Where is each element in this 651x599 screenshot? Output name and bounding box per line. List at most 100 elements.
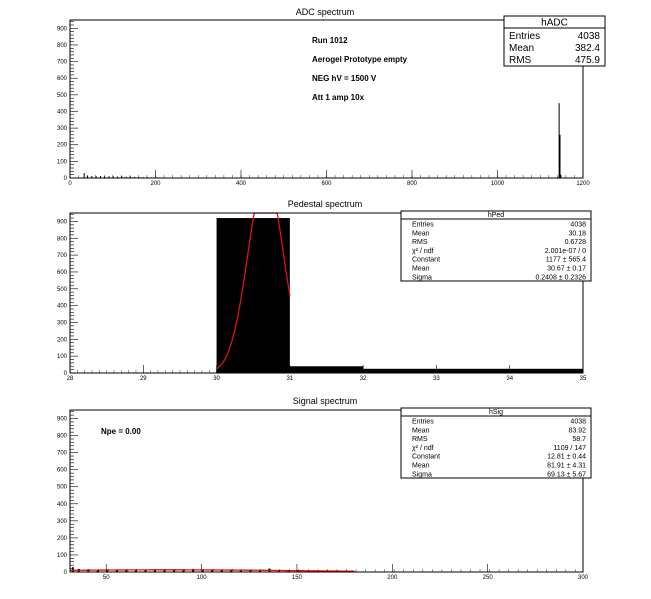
- signal-plot-area: 0 100 200 300 400 500 600 700 800 900 50 100 150 200 2…: [57, 409, 589, 581]
- histogram-bin: [115, 569, 118, 572]
- adc-spectrum-panel: ADC spectrum 0 100 200 300 400 500 600 700 800 90…: [57, 7, 606, 187]
- stats-row-label: Entries: [412, 222, 434, 229]
- x-tick-label: 300: [578, 575, 589, 581]
- y-tick-label: 300: [57, 519, 68, 525]
- annotation-voltage: NEG hV = 1500 V: [312, 74, 377, 83]
- y-tick-label: 800: [57, 43, 68, 49]
- y-tick-label: 800: [57, 236, 68, 242]
- histogram-bin: [104, 176, 106, 178]
- stats-name: hPed: [488, 212, 504, 219]
- stats-box-hadc: hADC Entries 4038 Mean 382.4 RMS 475.9: [503, 15, 606, 67]
- histogram-bin: [289, 366, 364, 373]
- histogram-bin: [559, 134, 561, 178]
- y-tick-label: 700: [57, 253, 68, 259]
- chart-title: ADC spectrum: [296, 7, 355, 17]
- x-tick-label: 31: [287, 376, 294, 382]
- stats-row-label: Entries: [412, 419, 434, 426]
- stats-row-value: 58.7: [572, 436, 586, 443]
- histogram-bin: [95, 176, 97, 178]
- stats-name: hADC: [541, 18, 568, 29]
- chart-title: Signal spectrum: [293, 396, 358, 406]
- stats-row-value: 0.6728: [565, 239, 587, 246]
- stats-row-label: χ² / ndf: [412, 445, 434, 452]
- x-tick-label: 400: [236, 181, 247, 187]
- stats-row-value: 81.91 ± 4.31: [547, 463, 586, 470]
- y-tick-label: 0: [64, 371, 68, 377]
- stats-row-value: 4038: [570, 222, 586, 229]
- y-tick-label: 100: [57, 354, 68, 360]
- stats-rows: Entries 4038 Mean 83.92 RMS 58.7 χ² / ndf 1109 …: [412, 419, 586, 479]
- histogram-bin: [249, 570, 252, 572]
- histogram-bin: [96, 569, 99, 572]
- y-tick-label: 200: [57, 536, 68, 542]
- signal-spectrum-panel: Signal spectrum 0 100 200 300 400 500 600 700 80…: [57, 396, 592, 581]
- y-tick-label: 0: [64, 176, 68, 182]
- x-tick-label: 250: [483, 575, 494, 581]
- stats-row-value: 2.001e-07 / 0: [545, 248, 586, 255]
- fit-curve: [69, 569, 355, 572]
- stats-row-value: 1109 / 147: [553, 445, 586, 452]
- stats-row-label: Mean: [412, 463, 430, 470]
- x-tick-label: 50: [103, 575, 110, 581]
- plot-frame: [69, 409, 584, 573]
- annotation-npe: Npe = 0.00: [101, 427, 141, 436]
- pedestal-spectrum-panel: Pedestal spectrum 0 100 200 300 400 500 600 700…: [57, 199, 592, 382]
- y-tick-label: 100: [57, 553, 68, 559]
- histogram-bin: [121, 176, 123, 178]
- histogram-bin: [144, 569, 147, 572]
- stats-name: hSig: [489, 409, 503, 416]
- histogram-bin: [306, 570, 309, 572]
- stats-value-mean: 382.4: [575, 43, 600, 54]
- y-tick-label: 400: [57, 304, 68, 310]
- stats-row-label: Mean: [412, 427, 430, 434]
- histogram-bin: [129, 176, 131, 178]
- x-tick-label: 30: [213, 376, 220, 382]
- y-tick-label: 600: [57, 76, 68, 82]
- histogram-bin: [83, 173, 85, 178]
- stats-row-label: Constant: [412, 257, 440, 264]
- y-tick-label: 700: [57, 451, 68, 457]
- chart-title: Pedestal spectrum: [288, 199, 363, 209]
- stats-rows: Entries 4038 Mean 30.18 RMS 0.6728 χ² / ndf 2.0…: [412, 222, 586, 282]
- stats-row-label: χ² / ndf: [412, 248, 434, 255]
- histogram-bin: [287, 570, 290, 572]
- histogram-bin: [134, 176, 136, 178]
- y-tick-label: 700: [57, 60, 68, 66]
- x-tick-label: 600: [321, 181, 332, 187]
- stats-row-value: 69.13 ± 5.67: [547, 471, 586, 478]
- histogram-bin: [239, 570, 242, 572]
- y-tick-label: 500: [57, 93, 68, 99]
- stats-label-mean: Mean: [509, 43, 534, 54]
- stats-row-value: 30.18: [568, 230, 586, 237]
- y-tick-label: 500: [57, 485, 68, 491]
- x-tick-label: 800: [407, 181, 418, 187]
- fit-curve: [216, 212, 291, 370]
- histogram-bin: [216, 218, 290, 373]
- y-tick-label: 0: [64, 570, 68, 576]
- y-tick-label: 400: [57, 109, 68, 115]
- histogram-bin: [134, 570, 137, 572]
- histogram-bin: [211, 570, 214, 572]
- y-tick-label: 300: [57, 126, 68, 132]
- stats-row-label: RMS: [412, 436, 428, 443]
- x-tick-label: 200: [150, 181, 161, 187]
- histogram-bin: [182, 570, 185, 572]
- histogram-bin: [71, 567, 74, 572]
- histogram-bin: [99, 176, 101, 178]
- x-tick-label: 200: [387, 575, 398, 581]
- stats-value-entries: 4038: [578, 31, 601, 42]
- x-tick-label: 35: [580, 376, 587, 382]
- y-tick-label: 600: [57, 270, 68, 276]
- stats-box-hsig: hSig Entries 4038 Mean 83.92 RMS 58.7 χ² / ndf…: [400, 407, 592, 479]
- histogram-bin: [106, 569, 109, 572]
- y-tick-label: 200: [57, 143, 68, 149]
- pedestal-plot-area: 0 100 200 300 400 500 600 700 800 900 28 29 30 31 32 33…: [57, 212, 587, 382]
- annotation-run: Run 1012: [312, 36, 348, 45]
- x-tick-label: 0: [68, 181, 72, 187]
- histogram-bin: [558, 103, 560, 178]
- histogram-bin: [277, 570, 280, 572]
- histogram-bin: [117, 176, 119, 178]
- x-tick-label: 150: [292, 575, 303, 581]
- stats-row-label: Mean: [412, 230, 430, 237]
